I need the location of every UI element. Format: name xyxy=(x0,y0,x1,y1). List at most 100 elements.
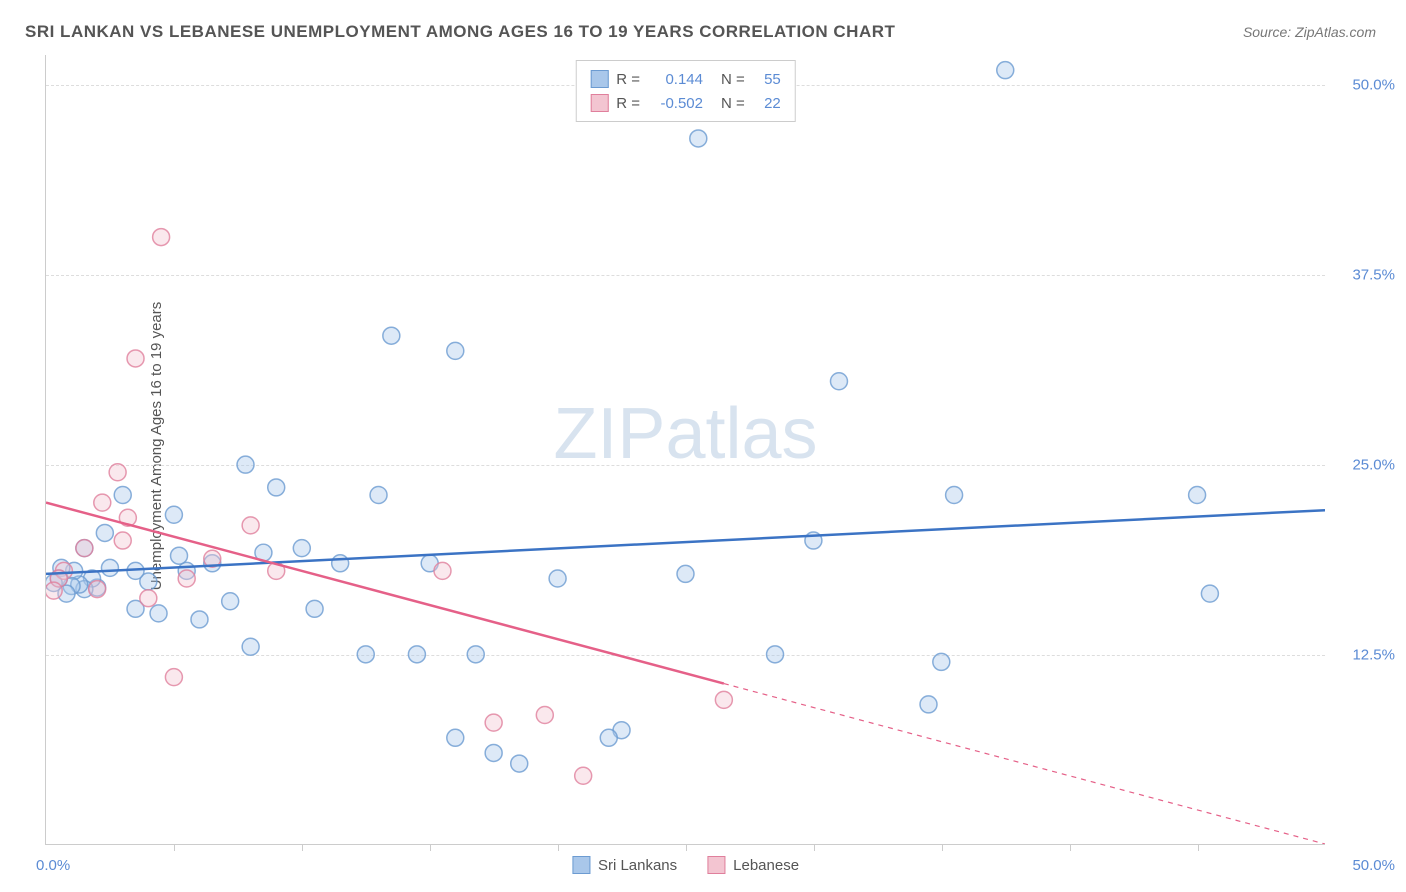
data-point xyxy=(71,576,88,593)
r-value: -0.502 xyxy=(648,95,703,112)
data-point xyxy=(575,767,592,784)
data-point xyxy=(447,729,464,746)
data-point xyxy=(191,611,208,628)
data-point xyxy=(332,555,349,572)
data-point xyxy=(600,729,617,746)
gridline xyxy=(46,465,1325,466)
y-tick-label: 50.0% xyxy=(1335,77,1395,94)
n-label: N = xyxy=(721,95,745,112)
regression-line-extrapolated xyxy=(724,684,1325,844)
data-point xyxy=(293,540,310,557)
data-point xyxy=(119,509,136,526)
data-point xyxy=(89,579,106,596)
data-point xyxy=(94,494,111,511)
data-point xyxy=(485,744,502,761)
data-point xyxy=(370,487,387,504)
series-legend: Sri Lankans Lebanese xyxy=(572,856,799,874)
data-point xyxy=(127,600,144,617)
legend-item: Sri Lankans xyxy=(572,856,677,874)
data-point xyxy=(485,714,502,731)
data-point xyxy=(1201,585,1218,602)
y-tick-label: 25.0% xyxy=(1335,457,1395,474)
data-point xyxy=(114,532,131,549)
x-tick xyxy=(686,844,687,851)
x-tick xyxy=(1198,844,1199,851)
data-point xyxy=(76,581,93,598)
data-point xyxy=(165,506,182,523)
x-tick xyxy=(942,844,943,851)
data-point xyxy=(101,559,118,576)
regression-line xyxy=(46,510,1325,574)
x-tick xyxy=(430,844,431,851)
n-value: 55 xyxy=(753,71,781,88)
source-attribution: Source: ZipAtlas.com xyxy=(1243,24,1376,40)
data-point xyxy=(383,327,400,344)
data-point xyxy=(421,555,438,572)
legend-swatch xyxy=(590,94,608,112)
data-point xyxy=(830,373,847,390)
data-point xyxy=(127,350,144,367)
data-point xyxy=(53,559,70,576)
chart-container: SRI LANKAN VS LEBANESE UNEMPLOYMENT AMON… xyxy=(0,0,1406,892)
data-point xyxy=(140,573,157,590)
data-point xyxy=(114,487,131,504)
data-point xyxy=(549,570,566,587)
legend-item: Lebanese xyxy=(707,856,799,874)
gridline xyxy=(46,275,1325,276)
data-point xyxy=(178,570,195,587)
legend-stat-row: R = -0.502 N = 22 xyxy=(590,91,781,115)
data-point xyxy=(434,562,451,579)
x-axis-max-label: 50.0% xyxy=(1352,857,1395,874)
data-point xyxy=(536,707,553,724)
x-tick xyxy=(558,844,559,851)
data-point xyxy=(89,581,106,598)
data-point xyxy=(50,570,67,587)
scatter-svg xyxy=(46,55,1325,844)
legend-swatch xyxy=(572,856,590,874)
correlation-legend: R = 0.144 N = 55 R = -0.502 N = 22 xyxy=(575,60,796,122)
data-point xyxy=(715,691,732,708)
data-point xyxy=(165,669,182,686)
data-point xyxy=(997,62,1014,79)
data-point xyxy=(96,524,113,541)
legend-swatch xyxy=(707,856,725,874)
data-point xyxy=(946,487,963,504)
r-label: R = xyxy=(616,71,640,88)
x-tick xyxy=(174,844,175,851)
data-point xyxy=(109,464,126,481)
legend-label: Sri Lankans xyxy=(598,857,677,874)
data-point xyxy=(805,532,822,549)
data-point xyxy=(66,562,83,579)
x-tick xyxy=(814,844,815,851)
data-point xyxy=(204,555,221,572)
data-point xyxy=(447,342,464,359)
data-point xyxy=(920,696,937,713)
plot-area: ZIPatlas 12.5%25.0%37.5%50.0% 0.0% 50.0%… xyxy=(45,55,1325,845)
data-point xyxy=(268,479,285,496)
data-point xyxy=(677,565,694,582)
x-tick xyxy=(302,844,303,851)
data-point xyxy=(178,562,195,579)
data-point xyxy=(242,638,259,655)
data-point xyxy=(153,229,170,246)
y-tick-label: 12.5% xyxy=(1335,647,1395,664)
data-point xyxy=(222,593,239,610)
data-point xyxy=(268,562,285,579)
regression-line xyxy=(46,503,724,684)
n-value: 22 xyxy=(753,95,781,112)
data-point xyxy=(690,130,707,147)
data-point xyxy=(76,540,93,557)
legend-label: Lebanese xyxy=(733,857,799,874)
data-point xyxy=(84,570,101,587)
data-point xyxy=(242,517,259,534)
data-point xyxy=(150,605,167,622)
data-point xyxy=(46,582,62,599)
x-tick xyxy=(1070,844,1071,851)
r-value: 0.144 xyxy=(648,71,703,88)
data-point xyxy=(306,600,323,617)
data-point xyxy=(204,550,221,567)
gridline xyxy=(46,655,1325,656)
n-label: N = xyxy=(721,71,745,88)
data-point xyxy=(63,578,80,595)
data-point xyxy=(140,590,157,607)
